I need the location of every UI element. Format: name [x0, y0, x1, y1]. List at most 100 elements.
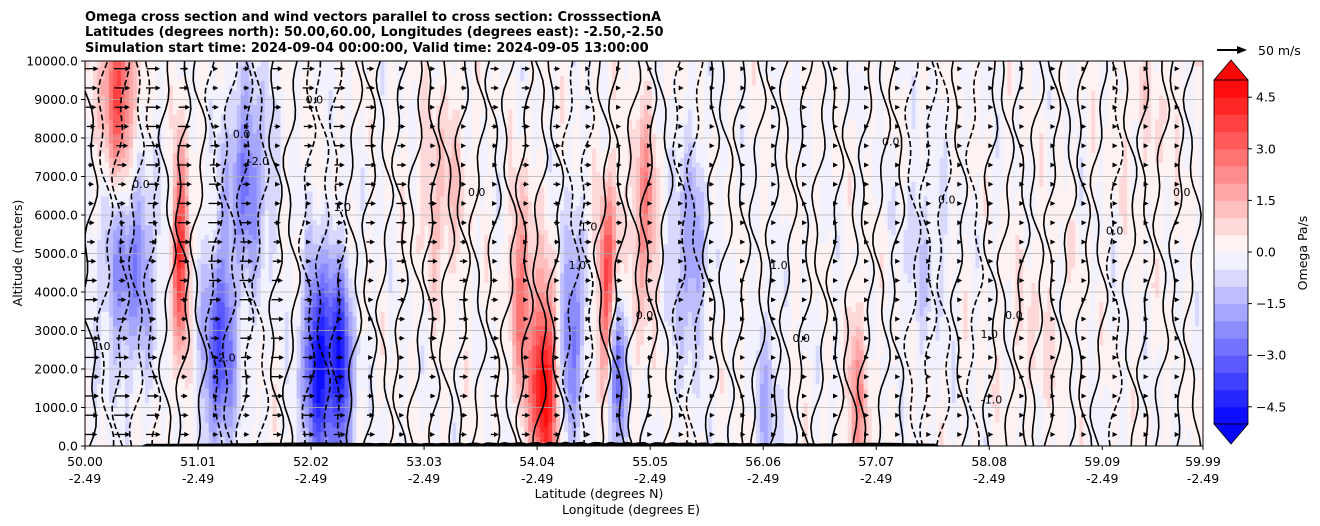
field-cell: [144, 373, 150, 380]
field-cell: [100, 316, 106, 322]
field-cell: [268, 186, 274, 192]
field-cell: [104, 287, 110, 293]
field-cell: [232, 152, 238, 158]
field-cell: [328, 75, 334, 81]
field-cell: [144, 282, 150, 288]
field-cell: [196, 89, 202, 96]
field-cell: [288, 354, 294, 360]
chart-title-line-3: Simulation start time: 2024-09-04 00:00:…: [85, 41, 649, 56]
field-cell: [320, 166, 326, 173]
field-cell: [220, 301, 226, 308]
field-cell: [136, 407, 142, 413]
field-cell: [236, 292, 242, 298]
field-cell: [260, 171, 266, 178]
field-cell: [188, 301, 194, 308]
field-cell: [268, 224, 274, 231]
field-cell: [188, 344, 194, 351]
field-cell: [124, 133, 130, 139]
field-cell: [256, 344, 262, 351]
field-cell: [324, 215, 330, 221]
field-cell: [264, 344, 270, 351]
field-cell: [200, 99, 206, 105]
field-cell: [324, 344, 330, 351]
field-cell: [248, 229, 254, 235]
field-cell: [120, 417, 126, 423]
field-cell: [108, 316, 114, 322]
field-cell: [108, 142, 114, 149]
field-cell: [85, 282, 90, 288]
field-cell: [252, 133, 258, 139]
field-cell: [128, 335, 134, 341]
field-cell: [124, 181, 130, 187]
field-cell: [104, 311, 110, 317]
field-cell: [200, 383, 206, 389]
field-cell: [96, 311, 102, 317]
field-cell: [232, 215, 238, 221]
field-cell: [168, 65, 174, 72]
field-cell: [144, 147, 150, 154]
field-cell: [116, 128, 122, 134]
field-cell: [308, 325, 314, 332]
field-cell: [232, 383, 238, 389]
field-cell: [252, 263, 258, 269]
field-cell: [160, 263, 166, 269]
field-cell: [176, 316, 182, 322]
field-cell: [296, 378, 302, 385]
field-cell: [308, 330, 314, 336]
field-cell: [232, 335, 238, 341]
field-cell: [188, 364, 194, 370]
field-cell: [184, 109, 190, 115]
field-cell: [236, 85, 242, 91]
field-cell: [172, 186, 178, 192]
field-cell: [156, 263, 162, 269]
field-cell: [260, 316, 266, 322]
field-cell: [96, 282, 102, 288]
field-cell: [252, 224, 258, 231]
field-cell: [156, 200, 162, 206]
field-cell: [328, 282, 334, 288]
field-cell: [296, 388, 302, 394]
field-cell: [156, 349, 162, 356]
field-cell: [172, 354, 178, 360]
field-cell: [124, 397, 130, 404]
field-cell: [180, 378, 186, 385]
field-cell: [96, 109, 102, 115]
field-cell: [120, 253, 126, 259]
field-cell: [304, 229, 310, 235]
field-cell: [228, 89, 234, 96]
field-cell: [128, 248, 134, 255]
field-cell: [216, 287, 222, 293]
field-cell: [216, 147, 222, 154]
field-cell: [272, 94, 278, 101]
field-cell: [132, 224, 138, 231]
field-cell: [88, 224, 94, 231]
field-cell: [140, 373, 146, 380]
field-cell: [300, 325, 306, 332]
field-cell: [200, 80, 206, 86]
field-cell: [264, 162, 270, 168]
field-cell: [248, 431, 254, 437]
field-cell: [324, 277, 330, 283]
field-cell: [264, 402, 270, 409]
field-cell: [272, 89, 278, 96]
field-cell: [264, 210, 270, 216]
field-cell: [320, 272, 326, 279]
field-cell: [196, 224, 202, 231]
field-cell: [300, 272, 306, 279]
field-cell: [220, 229, 226, 235]
field-cell: [180, 75, 186, 81]
field-cell: [236, 287, 242, 293]
field-cell: [172, 263, 178, 269]
field-cell: [144, 89, 150, 96]
field-cell: [152, 210, 158, 216]
field-cell: [324, 287, 330, 293]
field-cell: [156, 441, 162, 446]
field-cell: [244, 128, 250, 134]
field-cell: [204, 325, 210, 332]
field-cell: [288, 186, 294, 192]
field-cell: [208, 378, 214, 385]
field-cell: [240, 80, 246, 86]
field-cell: [236, 364, 242, 370]
field-cell: [292, 407, 298, 413]
field-cell: [140, 383, 146, 389]
